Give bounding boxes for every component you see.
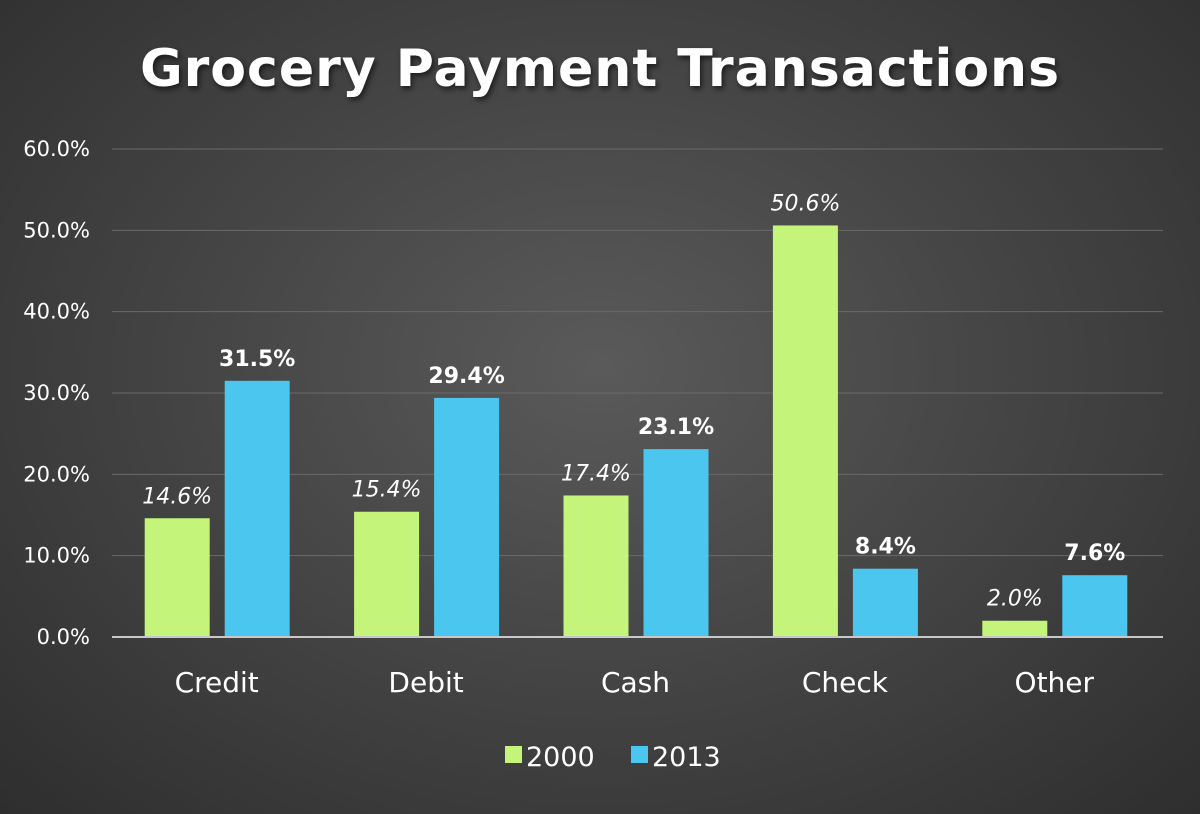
data-labels: 14.6% 31.5% 15.4% 29.4% 17.4% 23.1% 50.6% 8.4% 2… (142, 191, 1125, 611)
bar-2013-check (852, 568, 918, 637)
legend-label-2000: 2000 (526, 742, 595, 773)
data-label-2013-other: 7.6% (1064, 541, 1125, 566)
data-label-2000-cash: 17.4% (561, 461, 631, 486)
legend-label-2013: 2013 (652, 742, 721, 773)
data-label-2000-debit: 15.4% (352, 478, 422, 503)
bar-2000-other (982, 620, 1048, 637)
data-label-2000-other: 2.0% (987, 587, 1043, 612)
category-label-cash: Cash (601, 666, 670, 699)
bar-2013-other (1062, 575, 1128, 637)
y-tick-label: 20.0% (23, 462, 90, 486)
data-label-2000-credit: 14.6% (142, 484, 212, 509)
data-label-2013-debit: 29.4% (428, 364, 504, 389)
data-label-2013-check: 8.4% (855, 535, 916, 560)
y-tick-label: 50.0% (23, 218, 90, 242)
bar-2000-debit (354, 511, 420, 637)
legend-swatch-2013 (631, 746, 648, 763)
y-tick-label: 60.0% (23, 137, 90, 161)
y-tick-label: 30.0% (23, 381, 90, 405)
data-label-2013-credit: 31.5% (219, 347, 295, 372)
y-tick-label: 10.0% (23, 544, 90, 568)
x-axis-category-labels: Credit Debit Cash Check Other (175, 666, 1095, 699)
bars (144, 225, 1128, 637)
bar-2000-check (772, 225, 838, 637)
y-axis-tick-labels: 0.0% 10.0% 20.0% 30.0% 40.0% 50.0% 60.0% (23, 137, 90, 649)
category-label-other: Other (1015, 666, 1095, 699)
legend: 2000 2013 (505, 742, 721, 773)
bar-2013-debit (434, 397, 500, 637)
bar-2000-cash (563, 495, 629, 637)
bar-2000-credit (144, 518, 210, 637)
category-label-credit: Credit (175, 666, 259, 699)
y-tick-label: 40.0% (23, 300, 90, 324)
y-tick-label: 0.0% (37, 625, 90, 649)
category-label-debit: Debit (388, 666, 463, 699)
category-label-check: Check (802, 666, 889, 699)
data-label-2013-cash: 23.1% (638, 415, 714, 440)
bar-2013-credit (224, 380, 290, 637)
chart-title: Grocery Payment Transactions (140, 39, 1060, 99)
legend-swatch-2000 (505, 746, 522, 763)
data-label-2000-check: 50.6% (770, 191, 840, 216)
bar-2013-cash (643, 449, 709, 637)
